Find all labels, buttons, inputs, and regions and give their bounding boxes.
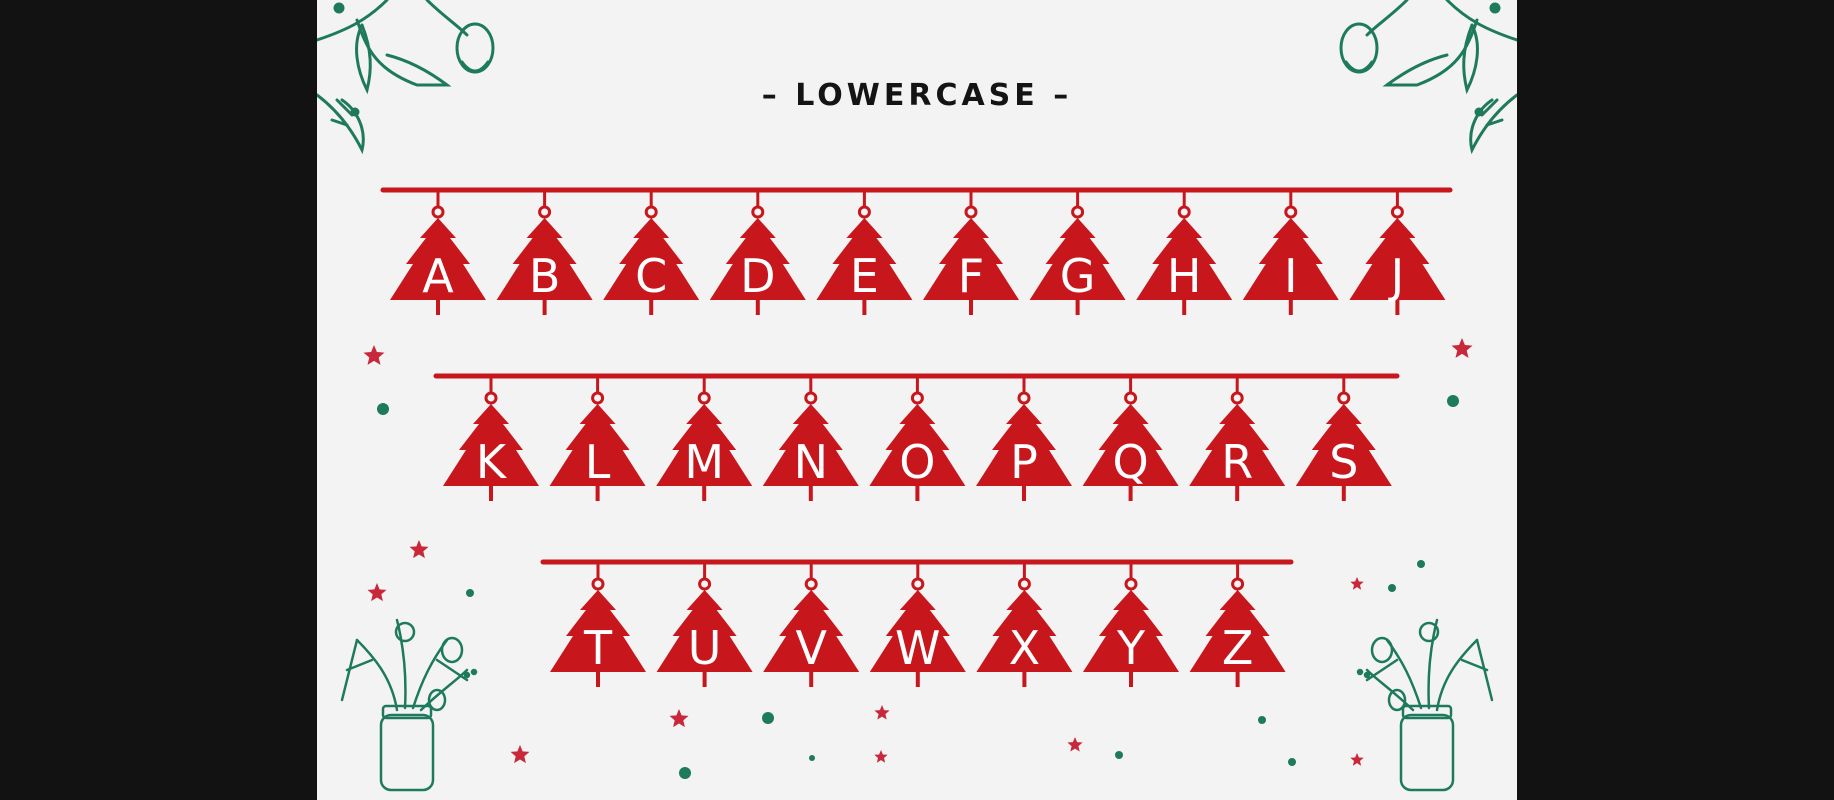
dot-icon xyxy=(762,712,774,724)
christmas-tree-icon: K xyxy=(443,376,539,501)
star-icon xyxy=(669,709,689,728)
tree-letter: V xyxy=(795,621,827,675)
christmas-tree-icon: D xyxy=(709,190,806,315)
tree-letter: S xyxy=(1329,435,1358,489)
tree-letter: K xyxy=(476,435,508,489)
tree-letter: L xyxy=(585,435,611,489)
star-icon xyxy=(874,750,888,763)
tree-letter: I xyxy=(1284,249,1298,303)
dot-icon xyxy=(1447,395,1459,407)
page-title: – LOWERCASE – xyxy=(761,78,1073,113)
star-icon xyxy=(1350,753,1364,766)
christmas-tree-icon: G xyxy=(1029,190,1126,315)
christmas-tree-icon: X xyxy=(976,562,1073,687)
tree-row-3: T U V W X Y Z xyxy=(540,559,1294,687)
tree-letter: W xyxy=(895,621,940,675)
christmas-tree-icon: S xyxy=(1295,376,1392,501)
star-icon xyxy=(1067,737,1083,752)
christmas-tree-icon: F xyxy=(923,190,1019,315)
tree-letter: N xyxy=(794,435,828,489)
star-icon xyxy=(367,583,387,602)
star-icon xyxy=(1350,577,1364,590)
tree-letter: F xyxy=(958,249,984,303)
star-icon xyxy=(1451,338,1473,358)
font-preview-card: – LOWERCASE – xyxy=(317,0,1517,800)
dot-icon xyxy=(1388,584,1396,592)
dot-icon xyxy=(1115,751,1123,759)
tree-letter: G xyxy=(1060,249,1096,303)
tree-letter: Y xyxy=(1116,621,1146,675)
christmas-tree-icon: T xyxy=(550,562,646,687)
tree-letter: C xyxy=(635,249,667,303)
bottom-right-flower-jar-icon xyxy=(1356,618,1494,792)
christmas-tree-icon: H xyxy=(1136,190,1233,315)
tree-letter: H xyxy=(1167,249,1202,303)
tree-letter: X xyxy=(1009,621,1041,675)
christmas-tree-icon: C xyxy=(603,190,700,315)
tree-letter: J xyxy=(1388,249,1405,303)
christmas-tree-icon: Z xyxy=(1189,562,1286,687)
tree-letter: B xyxy=(529,249,561,303)
christmas-tree-icon: V xyxy=(763,562,860,687)
tree-letter: Z xyxy=(1222,621,1254,675)
bottom-left-flower-jar-icon xyxy=(340,618,478,792)
top-left-floral-branch-icon xyxy=(317,0,495,155)
tree-row-1: A B C D E F G H I J xyxy=(380,187,1453,315)
christmas-tree-icon: E xyxy=(816,190,913,315)
christmas-tree-icon: Y xyxy=(1083,562,1179,687)
christmas-tree-icon: N xyxy=(762,376,859,501)
star-icon xyxy=(363,345,385,365)
tree-garlands: A B C D E F G H I J K L M N O P Q R S T U V W X Y Z xyxy=(380,187,1453,687)
tree-letter: M xyxy=(684,435,724,489)
tree-letter: A xyxy=(422,249,454,303)
tree-letter: P xyxy=(1010,435,1038,489)
tree-letter: O xyxy=(899,435,935,489)
christmas-tree-icon: P xyxy=(976,376,1072,501)
star-icon xyxy=(874,705,890,720)
christmas-tree-icon: L xyxy=(549,376,646,501)
tree-letter: U xyxy=(688,621,722,675)
dot-icon xyxy=(377,403,389,415)
dot-icon xyxy=(679,767,691,779)
christmas-tree-icon: U xyxy=(656,562,753,687)
scattered-stars-and-dots xyxy=(363,338,1473,779)
christmas-tree-icon: R xyxy=(1189,376,1286,501)
tree-letter: D xyxy=(740,249,775,303)
christmas-tree-icon: B xyxy=(496,190,593,315)
alphabet-artwork: A B C D E F G H I J K L M N O P Q R S T U V W X Y Z xyxy=(317,0,1517,792)
top-right-floral-branch-icon xyxy=(1339,0,1517,155)
tree-letter: E xyxy=(850,249,879,303)
christmas-tree-icon: A xyxy=(390,190,486,315)
star-icon xyxy=(510,745,530,764)
christmas-tree-icon: O xyxy=(869,376,966,501)
dot-icon xyxy=(1288,758,1296,766)
christmas-tree-icon: I xyxy=(1242,190,1339,315)
christmas-tree-icon: W xyxy=(869,562,966,687)
tree-letter: Q xyxy=(1112,435,1148,489)
dot-icon xyxy=(1258,716,1266,724)
christmas-tree-icon: M xyxy=(656,376,753,501)
dot-icon xyxy=(466,589,474,597)
christmas-tree-icon: J xyxy=(1349,190,1446,315)
christmas-tree-icon: Q xyxy=(1082,376,1179,501)
dot-icon xyxy=(1417,560,1425,568)
star-icon xyxy=(409,540,429,559)
tree-row-2: K L M N O P Q R S xyxy=(433,373,1400,501)
tree-letter: T xyxy=(583,621,613,675)
tree-letter: R xyxy=(1221,435,1253,489)
dot-icon xyxy=(809,755,815,761)
